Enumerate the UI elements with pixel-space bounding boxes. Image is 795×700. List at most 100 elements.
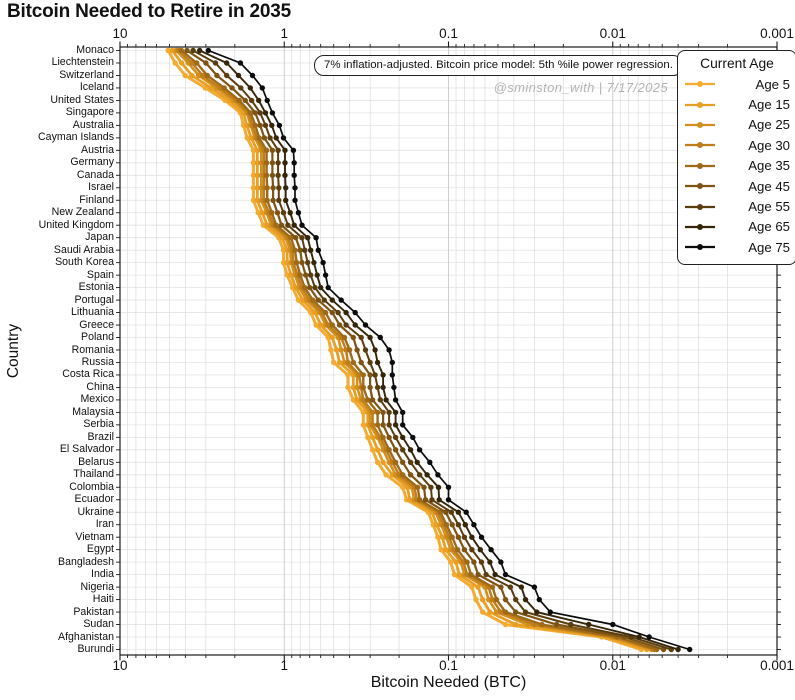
legend-item-label: Age 35 (748, 158, 790, 174)
country-label: Haiti (92, 593, 114, 606)
data-point-marker (445, 484, 452, 490)
legend-item-label: Age 25 (748, 117, 790, 133)
data-point-marker (282, 160, 288, 166)
data-point-marker (333, 347, 340, 353)
legend-marker-icon (685, 203, 715, 210)
x-tick-label-top: 0.1 (439, 26, 458, 41)
data-point-marker (250, 185, 257, 191)
data-point-marker (329, 334, 335, 341)
data-point-marker (536, 596, 542, 603)
data-point-marker (383, 472, 389, 478)
data-point-marker (463, 509, 469, 515)
data-point-marker (400, 434, 406, 441)
data-point-marker (184, 47, 190, 54)
country-label: Russia (81, 355, 114, 368)
data-point-marker (687, 646, 693, 653)
data-point-marker (288, 272, 294, 278)
data-point-marker (338, 347, 344, 353)
data-point-marker (455, 534, 462, 540)
country-label: Bangladesh (58, 555, 114, 568)
data-point-marker (365, 434, 371, 441)
legend-dot (697, 183, 703, 190)
data-point-marker (292, 185, 298, 191)
data-point-marker (270, 197, 276, 203)
data-point-marker (498, 609, 504, 615)
data-point-marker (297, 247, 303, 253)
legend-item-label: Age 15 (748, 97, 790, 113)
series-age-45 (184, 47, 667, 653)
country-label: Pakistan (73, 605, 114, 618)
legend-marker-icon (685, 223, 715, 230)
data-point-marker (416, 472, 423, 478)
data-point-marker (263, 160, 270, 166)
data-point-marker (269, 122, 275, 129)
data-point-marker (367, 359, 373, 366)
data-point-marker (214, 72, 220, 79)
data-point-marker (276, 185, 282, 191)
data-point-marker (283, 197, 289, 203)
data-point-marker (369, 409, 376, 416)
data-point-marker (438, 547, 444, 553)
data-point-marker (313, 322, 319, 328)
legend-dot (697, 142, 703, 149)
data-point-marker (269, 172, 276, 178)
data-point-marker (493, 596, 500, 603)
data-point-marker (445, 497, 452, 503)
data-point-marker (392, 434, 399, 441)
data-point-marker (386, 447, 392, 453)
data-point-marker (531, 584, 538, 590)
data-point-marker (449, 534, 455, 540)
data-point-marker (435, 472, 441, 478)
data-point-marker (400, 472, 406, 478)
x-tick-label-top: 0.001 (760, 26, 794, 41)
data-point-marker (392, 409, 399, 416)
country-label: Poland (81, 331, 114, 344)
data-point-marker (498, 584, 504, 590)
data-point-marker (389, 359, 395, 366)
data-point-marker (299, 259, 305, 266)
data-point-marker (502, 596, 509, 603)
data-point-marker (380, 372, 386, 378)
data-point-marker (362, 347, 369, 353)
data-point-marker (365, 397, 371, 403)
data-point-marker (407, 472, 414, 478)
data-point-marker (242, 97, 248, 104)
data-point-marker (284, 272, 290, 278)
data-point-marker (264, 97, 270, 104)
data-point-marker (293, 235, 299, 241)
data-point-marker (343, 322, 349, 328)
data-point-marker (329, 309, 335, 316)
x-tick-label-bottom: 0.001 (760, 658, 794, 673)
data-point-marker (400, 422, 406, 428)
data-point-marker (269, 160, 276, 166)
data-point-marker (247, 85, 253, 91)
data-point-marker (325, 284, 331, 291)
country-label: Saudi Arabia (53, 243, 114, 256)
country-label: Lithuania (70, 306, 114, 319)
data-point-marker (262, 122, 269, 129)
data-point-marker (280, 259, 287, 266)
country-label: Israel (88, 181, 114, 194)
data-point-marker (260, 222, 267, 228)
country-label: Spain (86, 268, 114, 281)
data-point-marker (292, 247, 298, 253)
data-point-marker (646, 634, 652, 640)
data-point-marker (414, 459, 420, 465)
data-point-marker (305, 235, 311, 241)
legend-marker-icon (685, 244, 715, 251)
data-point-marker (280, 135, 287, 141)
data-point-marker (315, 297, 321, 303)
legend-dot (697, 81, 703, 88)
data-point-marker (502, 571, 509, 578)
data-point-marker (360, 384, 366, 391)
data-point-marker (392, 459, 399, 465)
country-label: Serbia (83, 418, 114, 431)
data-point-marker (478, 559, 485, 565)
data-point-marker (346, 347, 353, 353)
data-point-marker (302, 247, 308, 253)
data-point-marker (255, 210, 261, 216)
data-point-marker (179, 60, 185, 66)
data-point-marker (507, 584, 514, 590)
